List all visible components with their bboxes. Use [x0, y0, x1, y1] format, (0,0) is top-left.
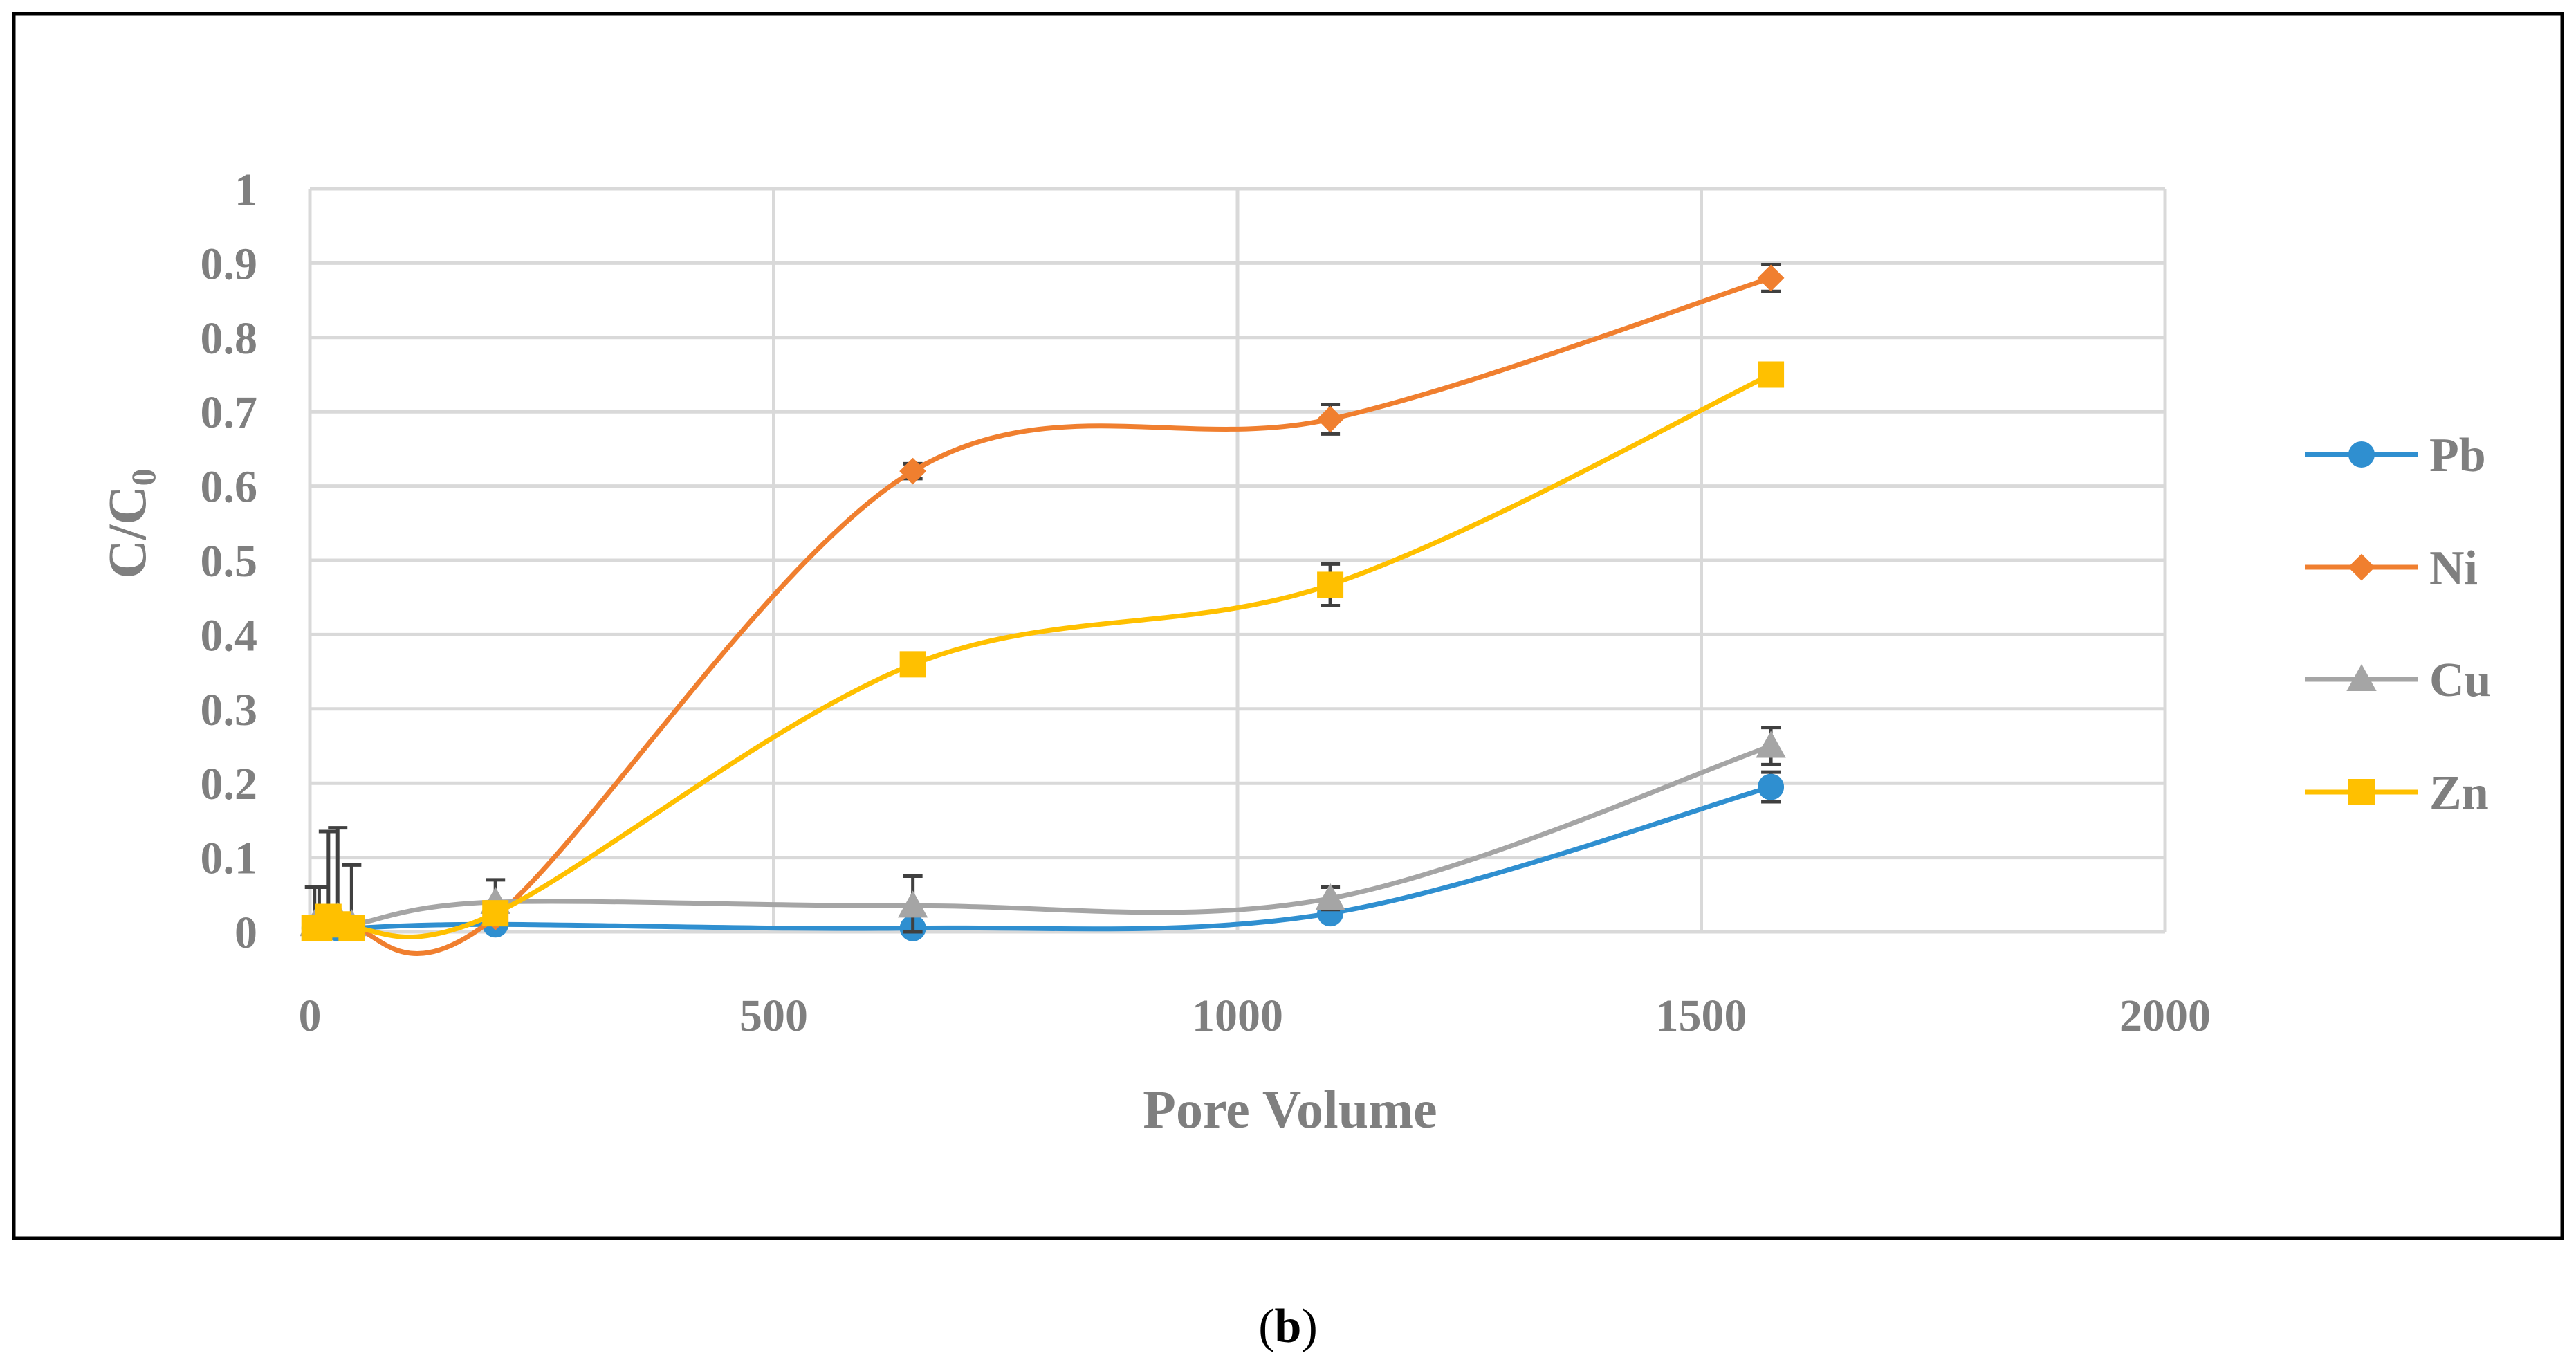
y-axis-title-main: C/C	[97, 486, 157, 578]
y-tick-label: 0.6	[201, 462, 258, 513]
legend-marker-ni	[2348, 553, 2375, 581]
figure-caption: (b)	[1258, 1300, 1318, 1353]
legend: Pb Ni Cu Zn	[2305, 429, 2491, 820]
y-tick-label: 0.9	[201, 239, 258, 289]
data-point-zn	[338, 915, 365, 941]
y-tick-label: 1	[234, 165, 257, 215]
legend-item-zn: Zn	[2305, 766, 2489, 820]
legend-item-cu: Cu	[2305, 654, 2491, 707]
x-tick-label: 1000	[1192, 991, 1283, 1041]
x-tick-label: 1500	[1656, 991, 1747, 1041]
y-tick-label: 0.4	[201, 610, 258, 661]
legend-marker-pb	[2348, 441, 2375, 468]
x-tick-label: 2000	[2119, 991, 2211, 1041]
x-tick-label: 500	[739, 991, 808, 1041]
y-tick-label: 0.3	[201, 685, 258, 735]
y-tick-label: 0.7	[201, 387, 258, 438]
data-point-zn	[482, 900, 509, 927]
legend-item-pb: Pb	[2305, 429, 2486, 482]
chart-border	[12, 12, 2564, 1240]
data-point-zn	[899, 651, 926, 678]
y-axis-title-sub: 0	[124, 468, 163, 486]
data-point-ni	[1757, 264, 1785, 292]
y-tick-label: 0	[234, 908, 257, 958]
legend-item-ni: Ni	[2305, 542, 2478, 595]
x-axis-title: Pore Volume	[1143, 1079, 1437, 1139]
data-point-cu	[1756, 731, 1786, 758]
legend-label-zn: Zn	[2429, 766, 2489, 820]
legend-label-ni: Ni	[2429, 542, 2478, 595]
caption-open-paren: (	[1258, 1300, 1274, 1353]
legend-label-pb: Pb	[2429, 429, 2486, 482]
caption-close-paren: )	[1301, 1300, 1317, 1353]
y-tick-label: 0.2	[201, 759, 258, 809]
y-axis-title: C/C0	[97, 468, 163, 578]
y-tick-label: 0.1	[201, 834, 258, 884]
x-tick-label: 0	[299, 991, 322, 1041]
data-point-zn	[1317, 571, 1344, 598]
data-point-ni	[1316, 405, 1344, 433]
data-point-cu	[1315, 883, 1345, 910]
data-point-ni	[899, 457, 927, 485]
legend-marker-zn	[2348, 779, 2375, 805]
y-tick-label: 0.5	[201, 536, 258, 587]
data-point-cu	[897, 890, 928, 918]
y-tick-label: 0.8	[201, 313, 258, 364]
caption-letter: b	[1275, 1300, 1302, 1353]
legend-label-cu: Cu	[2429, 654, 2491, 707]
data-point-zn	[1758, 361, 1785, 388]
data-point-pb	[1758, 773, 1785, 800]
series	[300, 263, 1786, 956]
legend-marker-cu	[2346, 663, 2377, 691]
axes: 0 0.1 0.2 0.3 0.4 0.5 0.6 0.7 0.8 0.9 1 0 500 1000 150…	[201, 165, 2211, 1041]
series-zn	[301, 361, 1785, 941]
